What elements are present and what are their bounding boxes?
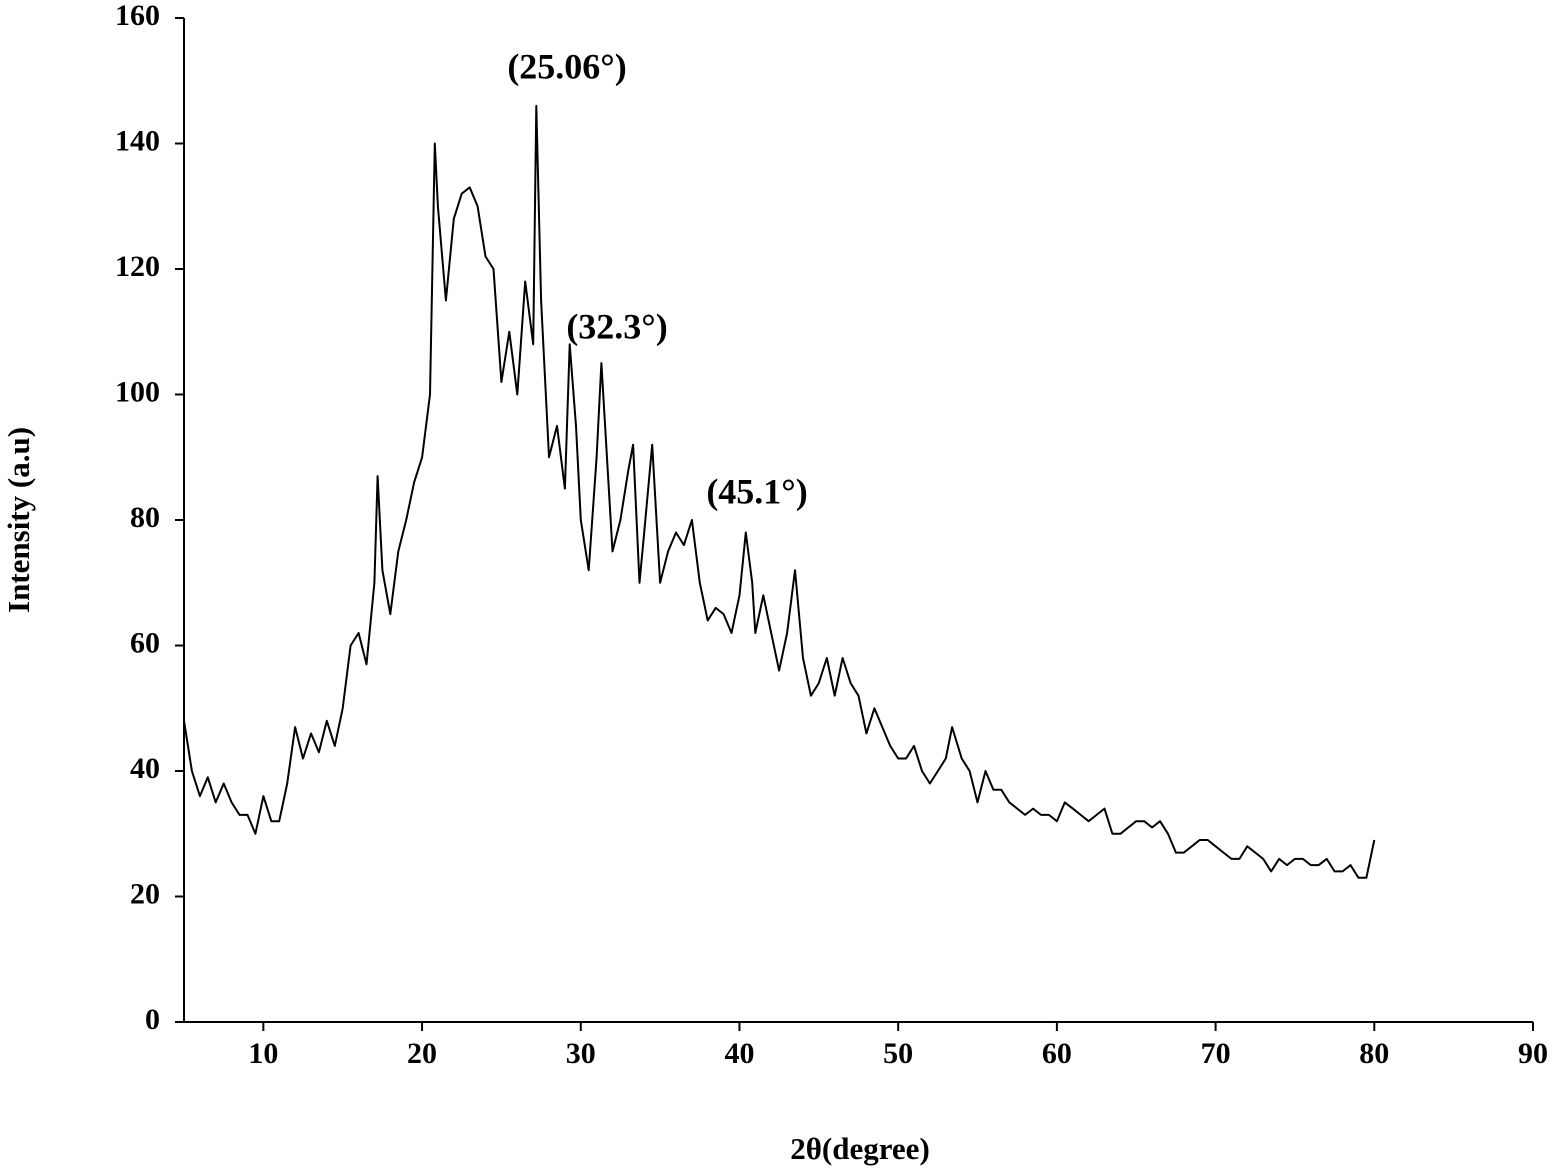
x-tick-label: 20 bbox=[407, 1037, 437, 1070]
y-tick-label: 40 bbox=[130, 752, 160, 785]
y-tick-label: 20 bbox=[130, 877, 160, 910]
peak-annotation: (25.06°) bbox=[507, 46, 626, 86]
y-tick-label: 80 bbox=[130, 501, 160, 534]
y-tick-label: 120 bbox=[115, 250, 160, 283]
x-axis-title: 2θ(degree) bbox=[790, 1131, 930, 1166]
x-tick-label: 40 bbox=[724, 1037, 754, 1070]
y-tick-label: 140 bbox=[115, 124, 160, 157]
x-tick-label: 10 bbox=[248, 1037, 278, 1070]
y-tick-label: 160 bbox=[115, 0, 160, 32]
y-axis-title: Intensity (a.u) bbox=[1, 427, 36, 613]
data-line bbox=[183, 104, 1376, 879]
x-tick-label: 30 bbox=[566, 1037, 596, 1070]
peak-annotation: (32.3°) bbox=[566, 306, 667, 346]
x-tick-label: 70 bbox=[1201, 1037, 1231, 1070]
y-tick-label: 100 bbox=[115, 375, 160, 408]
y-tick-label: 60 bbox=[130, 626, 160, 659]
peak-annotation: (45.1°) bbox=[706, 471, 807, 511]
x-tick-label: 80 bbox=[1359, 1037, 1389, 1070]
x-tick-label: 90 bbox=[1518, 1037, 1548, 1070]
y-tick-label: 0 bbox=[145, 1003, 160, 1036]
x-tick-label: 60 bbox=[1042, 1037, 1072, 1070]
x-tick-label: 50 bbox=[883, 1037, 913, 1070]
